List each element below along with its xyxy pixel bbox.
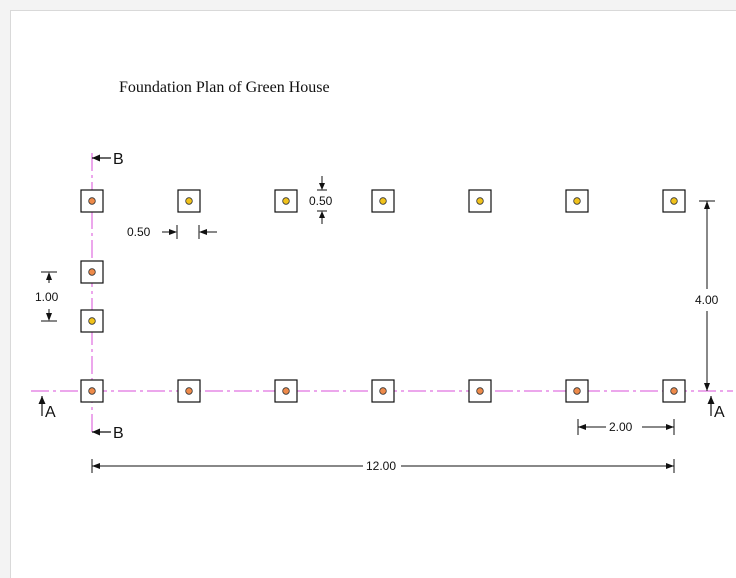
footing-column bbox=[88, 387, 96, 395]
footing-column bbox=[88, 268, 96, 276]
dimension-footing-spacing-vertical-text: 1.00 bbox=[35, 290, 59, 304]
drawing-canvas: Foundation Plan of Green House B B A A 0… bbox=[10, 10, 736, 578]
footing-column bbox=[476, 387, 484, 395]
footing-left-1 bbox=[80, 260, 104, 284]
dimension-bay-spacing bbox=[577, 419, 675, 435]
dimension-footing-size-top-text: 0.50 bbox=[309, 194, 333, 208]
footing-column bbox=[282, 387, 290, 395]
footings-group bbox=[80, 189, 686, 403]
dimension-height bbox=[699, 200, 715, 391]
footing-bottom-6 bbox=[565, 379, 589, 403]
footing-column bbox=[185, 197, 193, 205]
section-a-marker-left: A bbox=[38, 396, 56, 421]
footing-column bbox=[185, 387, 193, 395]
dimension-footing-spacing-vertical bbox=[41, 271, 57, 322]
dimension-footing-gap-left-text: 0.50 bbox=[127, 225, 151, 239]
footing-top-1 bbox=[80, 189, 104, 213]
footing-top-3 bbox=[274, 189, 298, 213]
footing-bottom-5 bbox=[468, 379, 492, 403]
footing-bottom-3 bbox=[274, 379, 298, 403]
footing-column bbox=[88, 317, 96, 325]
section-b-label-top: B bbox=[113, 151, 124, 168]
dimension-bay-spacing-text: 2.00 bbox=[609, 420, 633, 434]
footing-top-6 bbox=[565, 189, 589, 213]
footing-column bbox=[282, 197, 290, 205]
dimension-total-length-text: 12.00 bbox=[366, 459, 396, 473]
section-a-marker-right: A bbox=[707, 396, 725, 421]
footing-bottom-4 bbox=[371, 379, 395, 403]
footing-column bbox=[379, 387, 387, 395]
footing-column bbox=[88, 197, 96, 205]
dimension-height-text: 4.00 bbox=[695, 293, 719, 307]
footing-top-2 bbox=[177, 189, 201, 213]
footing-bottom-7 bbox=[662, 379, 686, 403]
footing-bottom-1 bbox=[80, 379, 104, 403]
section-a-label-left: A bbox=[45, 404, 56, 421]
foundation-plan-drawing: Foundation Plan of Green House B B A A 0… bbox=[31, 79, 733, 473]
footing-column bbox=[379, 197, 387, 205]
footing-top-4 bbox=[371, 189, 395, 213]
drawing-title: Foundation Plan of Green House bbox=[119, 79, 330, 96]
footing-column bbox=[573, 387, 581, 395]
footing-column bbox=[476, 197, 484, 205]
footing-column bbox=[670, 197, 678, 205]
dimension-footing-size-top bbox=[317, 176, 327, 224]
section-b-label-bottom: B bbox=[113, 425, 124, 442]
section-b-marker-bottom: B bbox=[92, 425, 124, 442]
dimension-total-length bbox=[91, 459, 675, 473]
footing-left-2 bbox=[80, 309, 104, 333]
footing-bottom-2 bbox=[177, 379, 201, 403]
section-a-label-right: A bbox=[714, 404, 725, 421]
footing-column bbox=[670, 387, 678, 395]
footing-top-5 bbox=[468, 189, 492, 213]
footing-column bbox=[573, 197, 581, 205]
section-b-marker-top: B bbox=[92, 151, 124, 168]
dimension-footing-gap-left bbox=[162, 225, 217, 239]
footing-top-7 bbox=[662, 189, 686, 213]
